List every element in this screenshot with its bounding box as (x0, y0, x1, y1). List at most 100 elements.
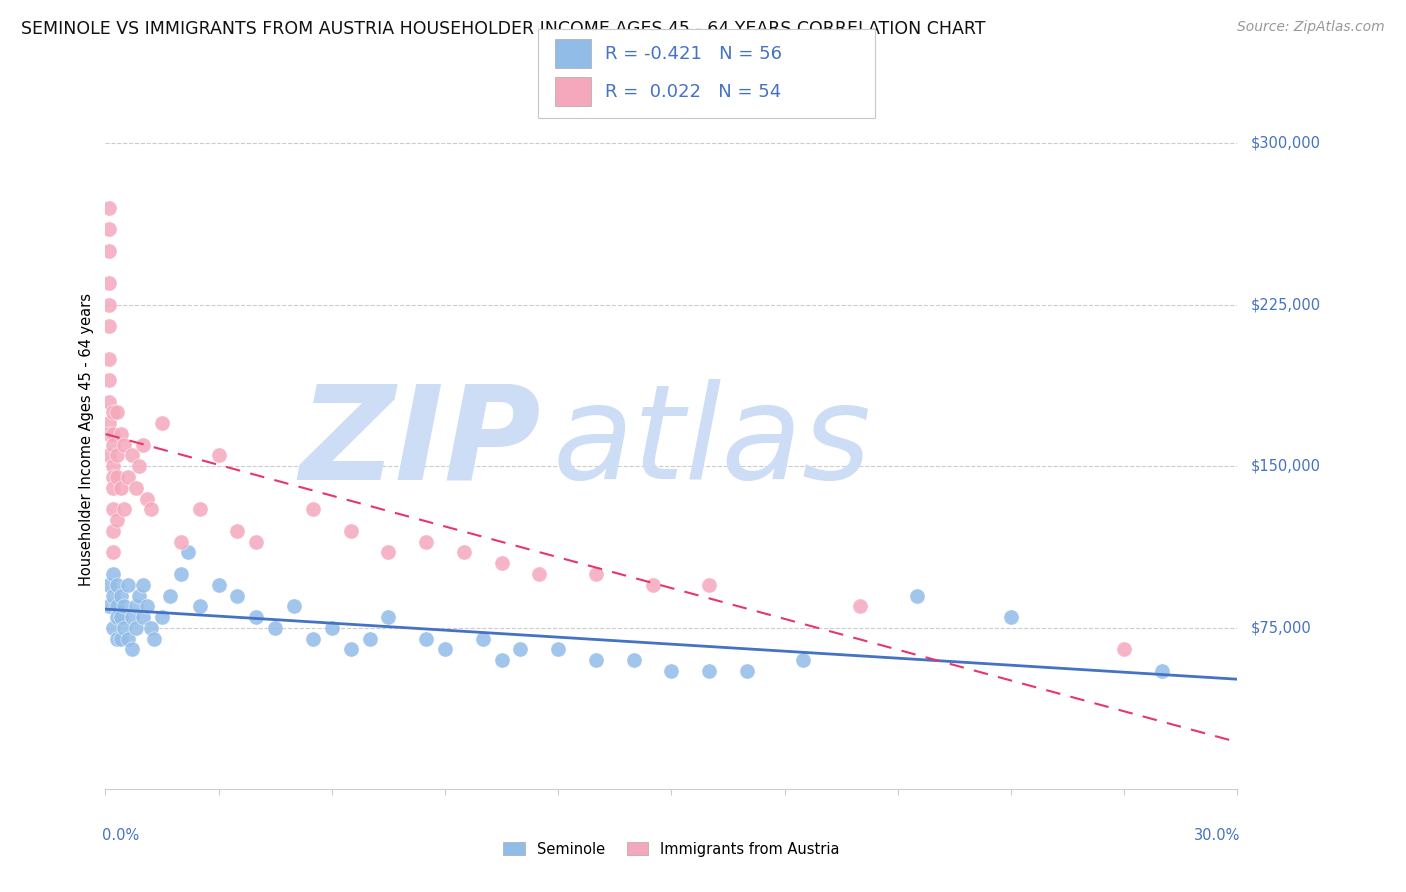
Point (101, 426, 124, 441)
Point (150, 416, 173, 430)
Point (98, 222, 121, 236)
Point (110, 589, 132, 603)
Point (139, 502, 162, 516)
Point (547, 642, 569, 657)
Point (117, 632, 139, 646)
Point (905, 589, 928, 603)
Point (245, 534, 267, 549)
Point (159, 589, 181, 603)
Point (188, 502, 211, 516)
Point (110, 632, 132, 646)
Point (226, 589, 249, 603)
Point (98, 298, 121, 312)
Point (453, 545, 475, 559)
Point (359, 632, 381, 646)
Text: SEMINOLE VS IMMIGRANTS FROM AUSTRIA HOUSEHOLDER INCOME AGES 45 - 64 YEARS CORREL: SEMINOLE VS IMMIGRANTS FROM AUSTRIA HOUS… (21, 20, 986, 37)
Point (792, 653, 814, 667)
Point (101, 566, 124, 581)
Text: 30.0%: 30.0% (1194, 828, 1240, 843)
Y-axis label: Householder Income Ages 45 - 64 years: Householder Income Ages 45 - 64 years (79, 293, 94, 586)
Point (641, 578, 664, 592)
Point (101, 524, 124, 538)
Text: ZIP: ZIP (299, 379, 541, 507)
Point (121, 642, 143, 657)
Text: Source: ZipAtlas.com: Source: ZipAtlas.com (1237, 20, 1385, 34)
Point (188, 599, 211, 614)
Point (339, 642, 361, 657)
Point (415, 534, 437, 549)
Point (110, 426, 132, 441)
Point (98, 276, 121, 290)
Point (415, 632, 437, 646)
Point (117, 470, 139, 484)
Point (124, 481, 146, 495)
Point (377, 545, 399, 559)
Point (302, 632, 325, 646)
Point (529, 566, 551, 581)
Point (208, 578, 231, 592)
Point (491, 556, 513, 570)
Point (101, 502, 124, 516)
Point (128, 589, 150, 603)
Point (143, 632, 166, 646)
Point (98, 319, 121, 334)
Point (132, 610, 155, 624)
Text: $225,000: $225,000 (1251, 297, 1322, 312)
Point (98, 599, 121, 614)
Point (132, 578, 155, 592)
Point (101, 459, 124, 474)
Point (105, 513, 128, 527)
Point (98, 244, 121, 258)
Point (264, 621, 287, 635)
Point (98, 201, 121, 215)
Point (849, 599, 872, 614)
Text: 0.0%: 0.0% (103, 828, 139, 843)
Point (101, 621, 124, 635)
Point (128, 459, 150, 474)
Point (471, 632, 494, 646)
Point (377, 610, 399, 624)
Point (321, 621, 343, 635)
Point (170, 566, 193, 581)
Point (105, 610, 128, 624)
Text: atlas: atlas (553, 379, 872, 507)
Point (433, 642, 456, 657)
Point (491, 653, 513, 667)
Point (101, 545, 124, 559)
Text: $300,000: $300,000 (1251, 136, 1320, 151)
Point (177, 545, 200, 559)
Point (98, 416, 121, 430)
Point (105, 405, 128, 419)
Text: R = -0.421   N = 56: R = -0.421 N = 56 (605, 45, 782, 63)
Point (585, 653, 607, 667)
Text: $150,000: $150,000 (1251, 458, 1320, 474)
Point (98, 449, 121, 463)
Point (509, 642, 531, 657)
Point (98, 578, 121, 592)
Point (101, 470, 124, 484)
Point (339, 524, 361, 538)
Point (139, 621, 162, 635)
Point (105, 632, 128, 646)
Point (121, 449, 143, 463)
Point (136, 491, 159, 506)
Point (136, 599, 159, 614)
Text: R =  0.022   N = 54: R = 0.022 N = 54 (605, 83, 780, 101)
Point (150, 610, 173, 624)
Point (112, 621, 135, 635)
Point (105, 599, 128, 614)
Point (208, 449, 231, 463)
Point (1150, 664, 1173, 678)
Point (1114, 642, 1136, 657)
Point (735, 664, 758, 678)
Point (105, 470, 128, 484)
Point (101, 481, 124, 495)
Point (98, 351, 121, 366)
Point (105, 449, 128, 463)
Point (98, 394, 121, 409)
Point (98, 373, 121, 387)
Point (98, 426, 121, 441)
Point (112, 438, 135, 452)
Point (1000, 610, 1022, 624)
Point (697, 664, 720, 678)
